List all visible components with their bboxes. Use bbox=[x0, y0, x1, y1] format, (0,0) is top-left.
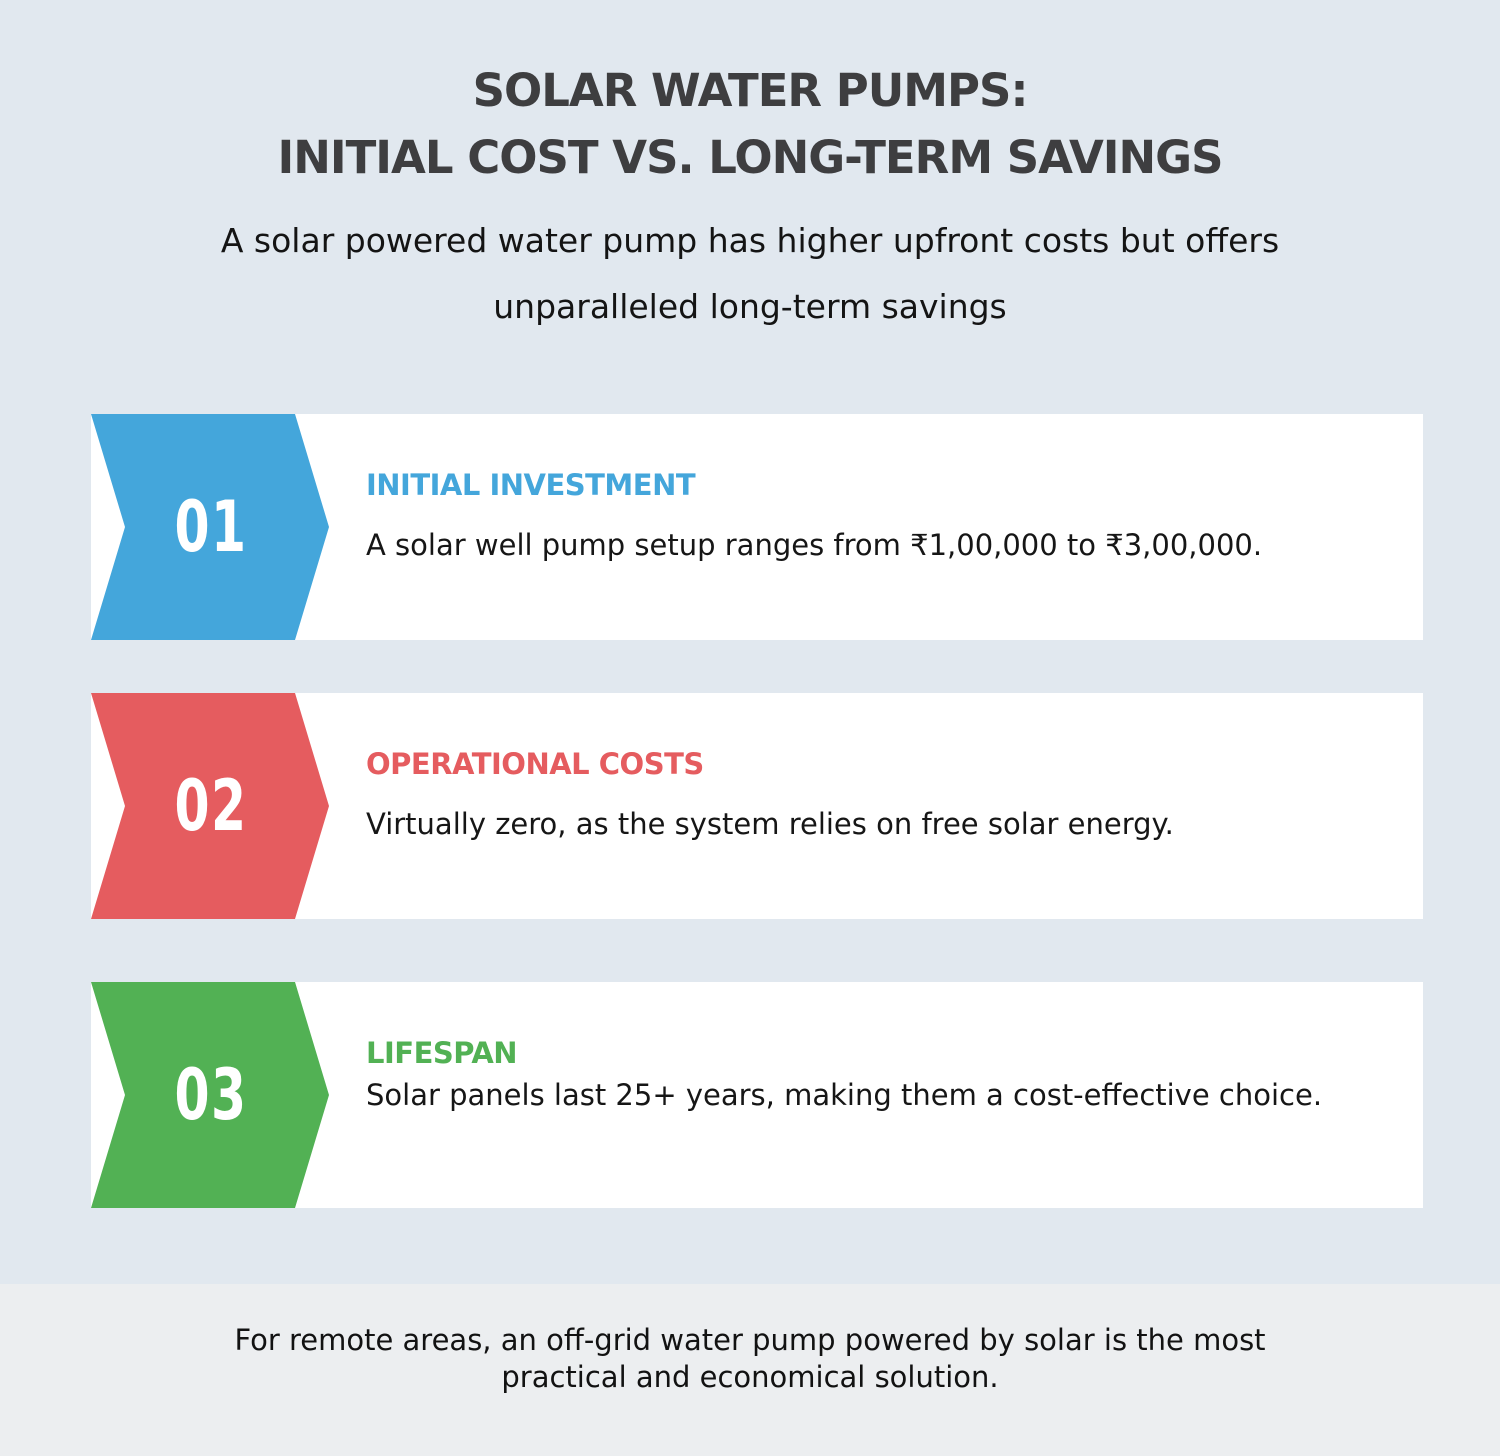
page-title-line-1: SOLAR WATER PUMPS: bbox=[472, 64, 1029, 117]
chevron-shape-icon bbox=[91, 414, 329, 640]
subtitle-line-2: unparalleled long-term savings bbox=[493, 287, 1007, 326]
number-badge: 03 bbox=[91, 982, 329, 1208]
card-title: OPERATIONAL COSTS bbox=[366, 747, 704, 781]
footer-text-line-1: For remote areas, an off-grid water pump… bbox=[234, 1323, 1266, 1357]
page-title-line-2: INITIAL COST VS. LONG-TERM SAVINGS bbox=[277, 131, 1223, 184]
badge-number: 01 bbox=[174, 486, 248, 568]
badge-number: 02 bbox=[174, 765, 248, 847]
footer-text-line-2: practical and economical solution. bbox=[501, 1360, 999, 1394]
card-title: INITIAL INVESTMENT bbox=[366, 468, 696, 502]
chevron-fill-3 bbox=[91, 982, 329, 1208]
chevron-fill-2 bbox=[91, 693, 329, 919]
chevron-shape-icon bbox=[91, 982, 329, 1208]
card-text: A solar well pump setup ranges from ₹1,0… bbox=[366, 528, 1263, 562]
subtitle-line-1: A solar powered water pump has higher up… bbox=[220, 221, 1280, 260]
card-lifespan: 03 LIFESPAN Solar panels last 25+ years,… bbox=[91, 982, 1423, 1208]
card-initial-investment: 01 INITIAL INVESTMENT A solar well pump … bbox=[91, 414, 1423, 640]
number-badge: 01 bbox=[91, 414, 329, 640]
footer: For remote areas, an off-grid water pump… bbox=[0, 1284, 1500, 1456]
card-title: LIFESPAN bbox=[366, 1036, 518, 1070]
badge-number: 03 bbox=[174, 1054, 248, 1136]
card-text: Virtually zero, as the system relies on … bbox=[366, 807, 1174, 841]
chevron-fill-1 bbox=[91, 414, 329, 640]
chevron-shape-icon bbox=[91, 693, 329, 919]
card-operational-costs: 02 OPERATIONAL COSTS Virtually zero, as … bbox=[91, 693, 1423, 919]
card-text: Solar panels last 25+ years, making them… bbox=[366, 1078, 1323, 1112]
number-badge: 02 bbox=[91, 693, 329, 919]
